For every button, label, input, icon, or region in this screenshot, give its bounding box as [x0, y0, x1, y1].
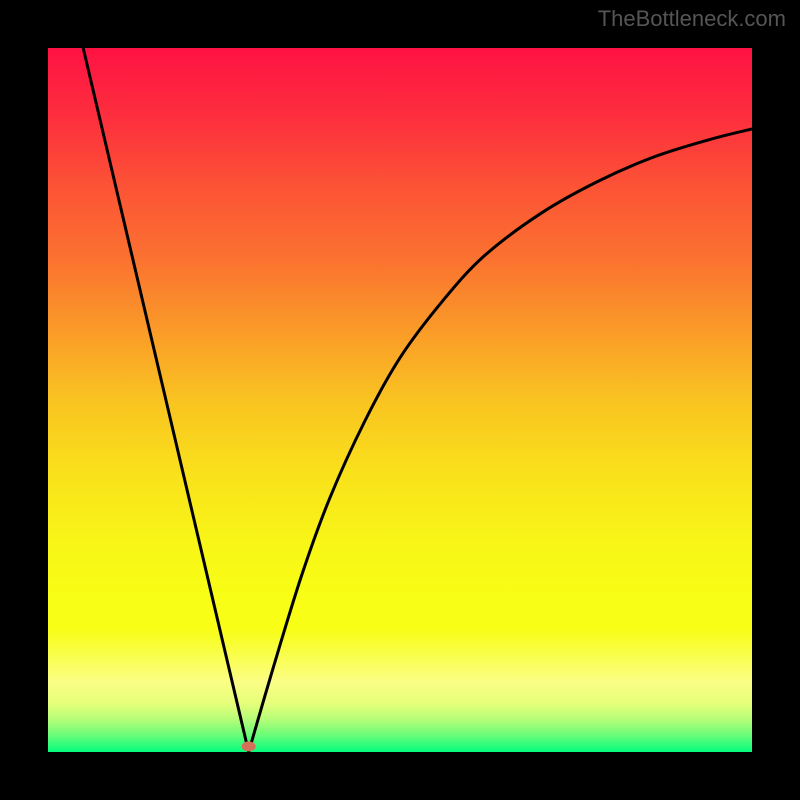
- minimum-marker: [242, 741, 256, 751]
- watermark-text: TheBottleneck.com: [598, 6, 786, 32]
- plot-svg: [0, 0, 800, 800]
- gradient-background: [48, 48, 752, 752]
- bottleneck-chart: TheBottleneck.com: [0, 0, 800, 800]
